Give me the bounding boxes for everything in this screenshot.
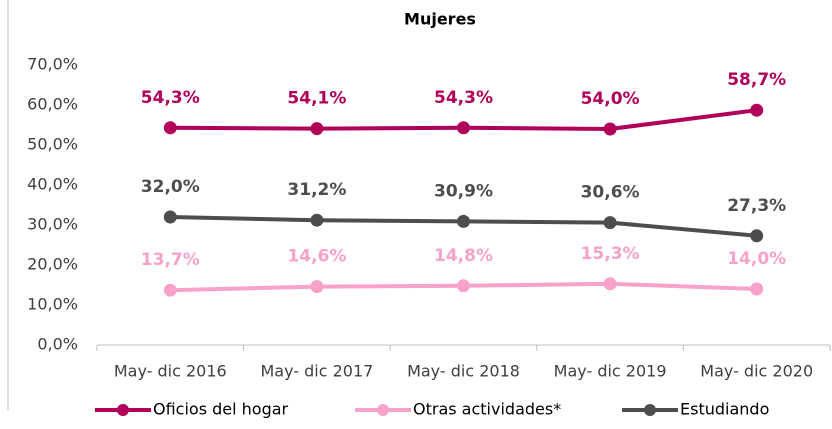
data-label: 14,8% bbox=[434, 246, 493, 266]
data-label: 30,6% bbox=[581, 183, 640, 203]
data-label: 54,1% bbox=[287, 89, 346, 109]
point bbox=[163, 283, 177, 297]
y-tick-label: 60,0% bbox=[27, 95, 78, 114]
x-tick-label: May- dic 2020 bbox=[700, 362, 813, 381]
data-label: 14,6% bbox=[287, 247, 346, 267]
y-tick-label: 10,0% bbox=[27, 295, 78, 314]
data-label: 13,7% bbox=[141, 250, 200, 270]
point bbox=[603, 122, 617, 136]
point bbox=[603, 216, 617, 230]
y-tick-label: 30,0% bbox=[27, 215, 78, 234]
data-label: 27,3% bbox=[727, 196, 786, 216]
point bbox=[310, 213, 324, 227]
data-label: 15,3% bbox=[581, 244, 640, 264]
point bbox=[310, 122, 324, 136]
point bbox=[750, 282, 764, 296]
data-label: 54,3% bbox=[141, 88, 200, 108]
x-tick-label: May- dic 2019 bbox=[554, 362, 667, 381]
y-tick-label: 0,0% bbox=[37, 335, 78, 354]
x-tick-label: May- dic 2017 bbox=[260, 362, 373, 381]
legend-label: Otras actividades* bbox=[413, 400, 561, 419]
chart-title: Mujeres bbox=[404, 10, 476, 29]
data-label: 54,3% bbox=[434, 88, 493, 108]
data-label: 30,9% bbox=[434, 181, 493, 201]
legend-marker bbox=[377, 404, 389, 416]
y-tick-label: 40,0% bbox=[27, 175, 78, 194]
point bbox=[310, 280, 324, 294]
data-label: 14,0% bbox=[727, 249, 786, 269]
legend-marker bbox=[117, 404, 129, 416]
point bbox=[750, 103, 764, 117]
point bbox=[457, 279, 470, 293]
point bbox=[163, 210, 177, 224]
point bbox=[457, 214, 470, 228]
legend-marker bbox=[644, 404, 656, 416]
legend-label: Estudiando bbox=[680, 400, 769, 419]
point bbox=[163, 121, 177, 135]
point bbox=[750, 229, 764, 243]
data-label: 58,7% bbox=[727, 70, 786, 90]
y-tick-label: 50,0% bbox=[27, 135, 78, 154]
data-label: 31,2% bbox=[287, 180, 346, 200]
y-tick-label: 70,0% bbox=[27, 55, 78, 74]
data-label: 32,0% bbox=[141, 177, 200, 197]
y-tick-label: 20,0% bbox=[27, 255, 78, 274]
point bbox=[457, 121, 470, 135]
x-tick-label: May- dic 2016 bbox=[114, 362, 227, 381]
legend-label: Oficios del hogar bbox=[153, 400, 289, 419]
data-label: 54,0% bbox=[581, 89, 640, 109]
point bbox=[603, 277, 617, 291]
x-tick-label: May- dic 2018 bbox=[407, 362, 520, 381]
